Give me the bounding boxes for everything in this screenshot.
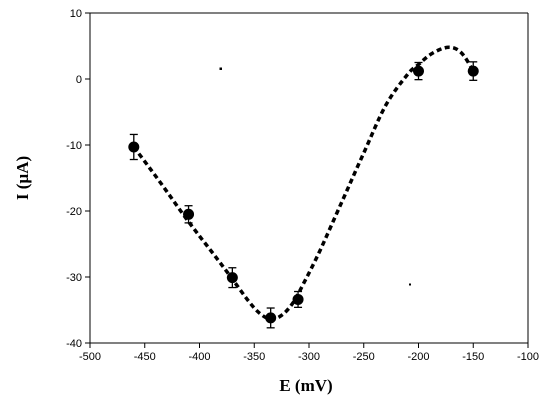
fit-curve (132, 45, 475, 322)
y-axis-ticks: 10 0 -10 -20 -30 -40 (66, 8, 90, 350)
x-tick-label: -400 (188, 351, 210, 363)
data-point (292, 293, 304, 305)
x-tick-label: -250 (353, 351, 375, 363)
data-points (128, 61, 479, 329)
data-point (265, 312, 277, 324)
stray-dot (219, 67, 222, 70)
x-tick-label: -300 (298, 351, 320, 363)
stray-dot (409, 283, 411, 286)
y-tick-label: -10 (66, 140, 82, 152)
x-tick-label: -100 (517, 351, 539, 363)
x-tick-label: -450 (134, 351, 156, 363)
y-tick-label: -20 (66, 206, 82, 218)
y-axis-title: I (µA) (13, 156, 32, 200)
data-point (467, 65, 479, 77)
x-tick-label: -500 (79, 351, 101, 363)
x-axis-ticks: -500 -450 -400 -350 -300 -250 -200 -150 -100 (79, 343, 539, 363)
y-tick-label: 0 (76, 74, 82, 86)
data-point (128, 141, 140, 153)
data-point (413, 65, 424, 77)
x-axis-title: E (mV) (279, 376, 332, 395)
y-tick-label: -40 (66, 338, 82, 350)
data-point (183, 208, 195, 220)
y-tick-label: 10 (70, 8, 82, 20)
x-tick-label: -350 (243, 351, 265, 363)
x-tick-label: -150 (462, 351, 484, 363)
data-point (226, 272, 238, 284)
y-tick-label: -30 (66, 272, 82, 284)
x-tick-label: -200 (407, 351, 429, 363)
